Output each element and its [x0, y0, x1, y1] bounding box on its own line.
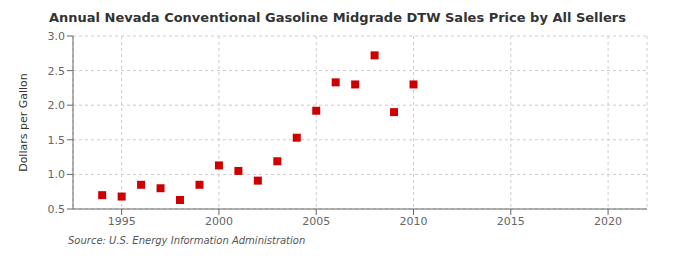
svg-text:2020: 2020 — [594, 215, 622, 228]
svg-text:1.5: 1.5 — [48, 134, 66, 147]
svg-text:1995: 1995 — [108, 215, 136, 228]
svg-text:2.5: 2.5 — [48, 65, 66, 78]
svg-text:1.0: 1.0 — [48, 168, 66, 181]
svg-text:2.0: 2.0 — [48, 99, 66, 112]
svg-text:3.0: 3.0 — [48, 30, 66, 43]
html-text:Source: U.S. Energy Informatio: Source: U.S. Energy Information Administ… — [68, 235, 306, 246]
svg-text:2015: 2015 — [497, 215, 525, 228]
svg-text:2010: 2010 — [400, 215, 428, 228]
html-text:Annual Nevada Conventional Gas: Annual Nevada Conventional Gasoline Midg… — [49, 10, 626, 25]
svg-text:Dollars per Gallon: Dollars per Gallon — [17, 73, 30, 172]
svg-text:2005: 2005 — [302, 215, 330, 228]
svg-text:0.5: 0.5 — [48, 203, 66, 216]
svg-text:2000: 2000 — [205, 215, 233, 228]
